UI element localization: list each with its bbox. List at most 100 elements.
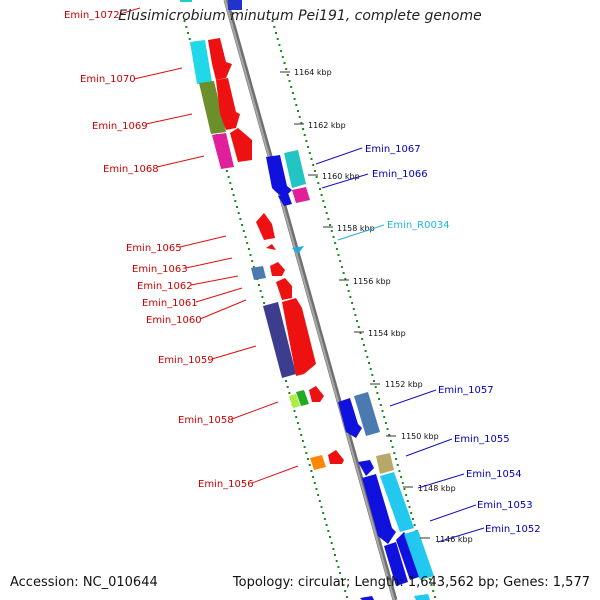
gene-label-emin-1066[interactable]: Emin_1066 [372, 169, 428, 180]
boundary-dot [327, 530, 330, 532]
gene-block[interactable] [190, 40, 212, 84]
tick-label: 1156 kbp [353, 277, 391, 286]
right-labels: Emin_1067 Emin_1066 Emin_R0034 Emin_1057… [365, 144, 541, 535]
boundary-dot [324, 206, 326, 208]
gene-block[interactable] [376, 453, 394, 474]
gene-arrow[interactable] [216, 78, 240, 130]
boundary-dot [310, 470, 313, 472]
gene-label-emin-1059[interactable]: Emin_1059 [158, 355, 214, 366]
gene-arrow[interactable] [338, 398, 362, 438]
rna-feature[interactable] [292, 246, 304, 254]
gene-label-emin-1072[interactable]: Emin_1072 [64, 10, 120, 21]
boundary-dot [366, 356, 369, 358]
boundary-dot [246, 242, 249, 244]
gene-arrow[interactable] [230, 128, 252, 162]
gene-block[interactable] [289, 394, 300, 408]
boundary-dot [335, 560, 338, 562]
gene-label-emin-1058[interactable]: Emin_1058 [178, 415, 234, 426]
gene-block[interactable] [228, 0, 242, 10]
gene-block[interactable] [414, 594, 430, 600]
genome-title: Elusimicrobium minutum Pei191, complete … [118, 8, 482, 24]
gene-arrow[interactable] [278, 193, 292, 206]
gene-label-emin-1056[interactable]: Emin_1056 [198, 479, 254, 490]
gene-label-emin-1070[interactable]: Emin_1070 [80, 74, 136, 85]
gene-arrow[interactable] [309, 386, 324, 402]
boundary-dot [252, 266, 255, 268]
boundary-dot [430, 584, 433, 586]
boundary-dot [374, 386, 377, 388]
gene-block[interactable] [354, 392, 380, 436]
gene-block[interactable] [263, 302, 296, 378]
gene-arrow[interactable] [270, 262, 285, 276]
gene-block[interactable] [310, 455, 326, 470]
boundary-dot [232, 194, 235, 196]
tick-label: 1160 kbp [322, 172, 360, 181]
gene-label-emin-1057[interactable]: Emin_1057 [438, 385, 494, 396]
gene-arrow[interactable] [208, 38, 232, 80]
boundary-dot [371, 374, 374, 376]
gene-label-emin-1053[interactable]: Emin_1053 [477, 500, 533, 511]
boundary-dot [346, 284, 348, 286]
boundary-dot [389, 440, 392, 442]
gene-arrow[interactable] [384, 542, 408, 586]
gene-arrow[interactable] [396, 532, 422, 580]
gene-label-emin-r0034[interactable]: Emin_R0034 [387, 220, 450, 231]
gene-block[interactable] [380, 472, 414, 532]
gene-arrow[interactable] [256, 213, 275, 240]
gene-arrow[interactable] [266, 244, 276, 250]
gene-label-emin-1052[interactable]: Emin_1052 [485, 524, 541, 535]
genome-backbone [223, 0, 398, 600]
boundary-dot [378, 398, 381, 400]
gene-label-emin-1065[interactable]: Emin_1065 [126, 243, 182, 254]
gene-arrow[interactable] [282, 298, 316, 376]
boundary-dot [396, 464, 399, 466]
gene-block[interactable] [180, 0, 192, 2]
gene-block[interactable] [199, 81, 226, 134]
boundary-dot [313, 482, 316, 484]
gene-block[interactable] [292, 187, 310, 203]
gene-arrow[interactable] [358, 460, 374, 476]
gene-label-emin-1068[interactable]: Emin_1068 [103, 164, 159, 175]
boundary-dot [308, 464, 311, 466]
gene-label-emin-1069[interactable]: Emin_1069 [92, 121, 148, 132]
gene-label-emin-1067[interactable]: Emin_1067 [365, 144, 421, 155]
boundary-dot [293, 410, 296, 412]
boundary-dot [275, 32, 277, 34]
tick-label: 1164 kbp [294, 68, 332, 77]
gene-label-emin-1062[interactable]: Emin_1062 [137, 281, 193, 292]
boundary-dot [334, 242, 337, 244]
boundary-dot [271, 20, 274, 22]
boundary-dot [249, 254, 252, 256]
boundary-dot [305, 452, 308, 454]
gene-label-emin-1060[interactable]: Emin_1060 [146, 315, 202, 326]
boundary-dot [373, 380, 375, 382]
boundary-dot [291, 92, 294, 94]
boundary-dot [301, 440, 304, 442]
gene-block[interactable] [284, 150, 306, 188]
boundary-dot [318, 500, 321, 502]
tick-label: 1148 kbp [418, 484, 456, 493]
gene-block[interactable] [212, 133, 234, 169]
boundary-dot [391, 446, 394, 448]
gene-arrow[interactable] [276, 278, 292, 300]
gene-block[interactable] [296, 390, 309, 406]
boundary-dot [347, 290, 350, 292]
gene-arrow[interactable] [266, 155, 292, 198]
gene-block[interactable] [360, 596, 374, 600]
boundary-dot [357, 326, 360, 328]
gene-arrow[interactable] [328, 450, 344, 464]
gene-block[interactable] [404, 530, 434, 580]
boundary-dot [295, 104, 298, 106]
gene-label-emin-1055[interactable]: Emin_1055 [454, 434, 510, 445]
gene-label-emin-1061[interactable]: Emin_1061 [142, 298, 198, 309]
boundary-dot [411, 518, 414, 520]
boundary-dot [406, 500, 409, 502]
gene-label-emin-1054[interactable]: Emin_1054 [466, 469, 522, 480]
boundary-dot [317, 494, 320, 496]
gene-label-emin-1063[interactable]: Emin_1063 [132, 264, 188, 275]
boundary-dot [300, 434, 303, 436]
gene-arrow[interactable] [362, 474, 396, 544]
boundary-dot [300, 122, 303, 124]
gene-block[interactable] [251, 266, 266, 280]
